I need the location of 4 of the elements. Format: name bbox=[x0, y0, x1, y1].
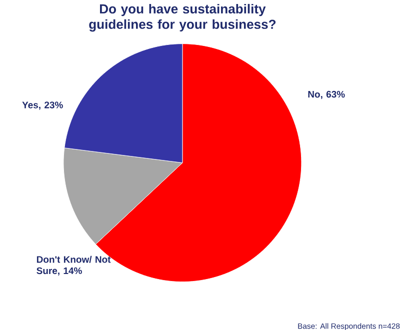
slice-label: Don't Know/ Not Sure, 14% bbox=[36, 256, 111, 276]
slice-label: No, 63% bbox=[308, 90, 345, 99]
chart-title: Do you have sustainability guidelines for your business? bbox=[89, 4, 276, 32]
slice-label: Yes, 23% bbox=[22, 101, 63, 110]
